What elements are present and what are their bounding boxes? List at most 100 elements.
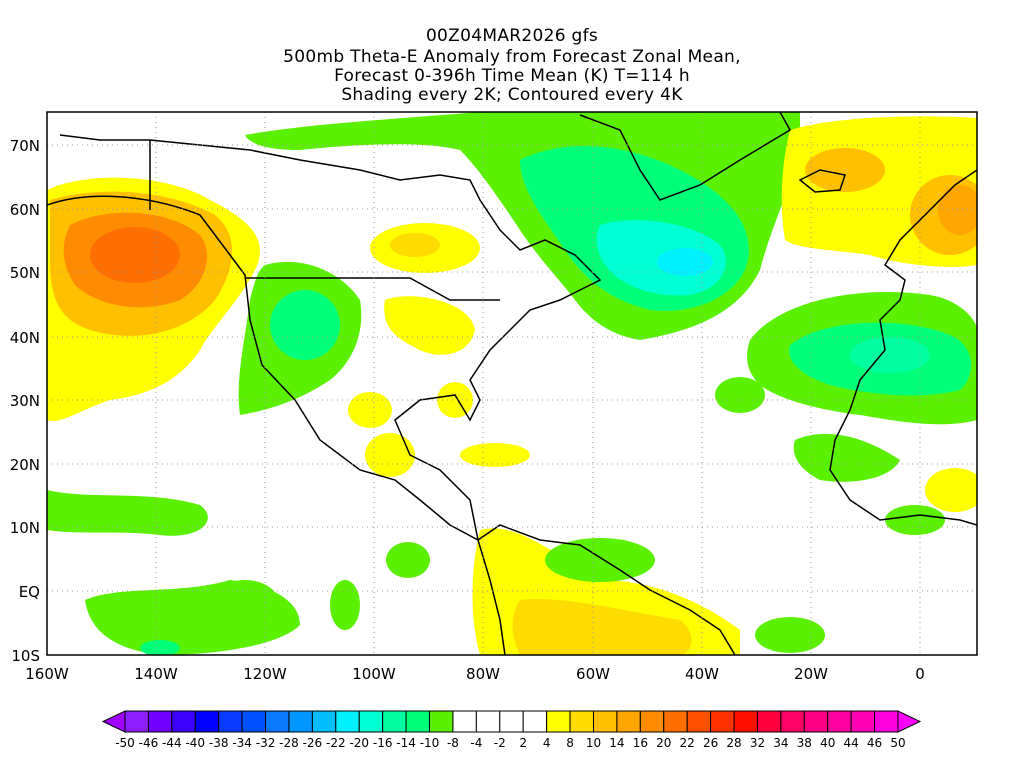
colorbar-label: -38 — [209, 736, 229, 750]
colorbar-label: 28 — [726, 736, 741, 750]
colorbar-box — [803, 710, 829, 733]
shade-brazil-green — [755, 617, 825, 653]
shade-caribbean-yellow — [460, 443, 530, 467]
shade-amazon-green — [545, 538, 655, 582]
colorbar-label: 46 — [867, 736, 882, 750]
shade-eastpacific-green-2 — [330, 580, 360, 630]
colorbar-label: 50 — [890, 736, 905, 750]
plot-frame — [46, 111, 978, 656]
shade-westus-aqua — [270, 290, 340, 360]
colorbar-box — [124, 710, 149, 733]
colorbar-label: -22 — [326, 736, 346, 750]
shade-labrador-cyan — [657, 248, 713, 276]
shade-pacific-core — [90, 227, 180, 283]
shade-tropical-pacific-green-1 — [47, 490, 208, 536]
colorbar-box — [194, 710, 220, 733]
lon-label: 0 — [915, 665, 925, 683]
lat-label: 10N — [10, 519, 40, 537]
colorbar-label: 16 — [633, 736, 648, 750]
colorbar-box — [288, 710, 313, 733]
lat-label: 50N — [10, 264, 40, 282]
shade-tropical-cyan — [140, 640, 180, 655]
colorbar-label: -32 — [256, 736, 276, 750]
coastline-north-america — [47, 134, 602, 542]
shade-westafrica-green — [793, 433, 900, 482]
coastline-south-america — [477, 524, 736, 655]
colorbar-box — [780, 710, 805, 733]
lon-label: 100W — [352, 665, 396, 683]
shade-eastus-yellow — [384, 296, 475, 355]
colorbar-label: -20 — [349, 736, 369, 750]
colorbar-label: -46 — [139, 736, 159, 750]
shade-africa-green — [885, 505, 945, 535]
lat-label: 70N — [10, 137, 40, 155]
colorbar-label: 22 — [680, 736, 695, 750]
colorbar: -50 -46 -44 -40 -38 -34 -32 -28 -26 -22 -20 -16 -14-… — [101, 710, 922, 750]
colorbar-label: 14 — [609, 736, 624, 750]
colorbar-label: 26 — [703, 736, 718, 750]
shade-texas-yellow — [348, 392, 392, 428]
lon-label: 60W — [576, 665, 610, 683]
shade-midatlantic-green — [715, 377, 765, 413]
colorbar-box — [850, 710, 876, 733]
colorbar-box — [358, 710, 384, 733]
title-field: 500mb Theta-E Anomaly from Forecast Zona… — [283, 47, 741, 67]
coastline-europe-africa — [829, 169, 977, 526]
lat-label: 20N — [10, 456, 40, 474]
shade-samerica-gold — [512, 599, 692, 655]
lon-label: 120W — [243, 665, 287, 683]
colorbar-box — [663, 710, 688, 733]
colorbar-box — [335, 710, 360, 733]
colorbar-box — [452, 710, 477, 733]
gridlines — [47, 112, 977, 655]
coastline-iceland — [798, 169, 846, 193]
colorbar-label: 4 — [543, 736, 551, 750]
colorbar-low-arrow — [101, 710, 126, 733]
lon-label: 40W — [685, 665, 719, 683]
shade-gulf-yellow — [365, 433, 415, 477]
colorbar-box — [499, 710, 524, 733]
colorbar-box — [686, 710, 712, 733]
lon-label: 140W — [134, 665, 178, 683]
colorbar-label: -44 — [162, 736, 182, 750]
colorbar-box — [147, 710, 173, 733]
colorbar-box — [241, 710, 267, 733]
colorbar-box — [874, 710, 899, 733]
lat-label: 30N — [10, 392, 40, 410]
shade-europe-orange — [938, 185, 977, 235]
lat-axis: 70N 60N 50N 40N 30N 20N 10N EQ 10S — [10, 137, 40, 665]
colorbar-label: 38 — [797, 736, 812, 750]
colorbar-label: 40 — [820, 736, 835, 750]
lat-label: 40N — [10, 329, 40, 347]
colorbar-box — [218, 710, 243, 733]
colorbar-box — [311, 710, 337, 733]
colorbar-label: -34 — [232, 736, 252, 750]
colorbar-box — [429, 710, 454, 733]
colorbar-label: 20 — [656, 736, 671, 750]
colorbar-label: -28 — [279, 736, 299, 750]
shading-layer — [47, 112, 977, 655]
colorbar-box — [405, 710, 431, 733]
colorbar-label: -8 — [447, 736, 459, 750]
colorbar-label: -10 — [420, 736, 440, 750]
colorbar-box — [616, 710, 641, 733]
colorbar-label: 34 — [773, 736, 788, 750]
shade-hudson-gold — [390, 233, 440, 257]
lat-label: EQ — [19, 583, 40, 601]
colorbar-label: 44 — [844, 736, 859, 750]
colorbar-box — [522, 710, 548, 733]
title-shading: Shading every 2K; Contoured every 4K — [341, 85, 683, 105]
lat-label: 10S — [11, 647, 40, 665]
colorbar-box — [733, 710, 758, 733]
lon-label: 80W — [466, 665, 500, 683]
shade-eastpacific-green — [386, 542, 430, 578]
coastline-greenland — [579, 112, 792, 201]
colorbar-label: 10 — [586, 736, 601, 750]
colorbar-label: -16 — [373, 736, 393, 750]
shade-atlantic-teal — [850, 337, 930, 373]
colorbar-label: -4 — [470, 736, 482, 750]
title-run: 00Z04MAR2026 gfs — [425, 26, 599, 46]
colorbar-box — [639, 710, 665, 733]
